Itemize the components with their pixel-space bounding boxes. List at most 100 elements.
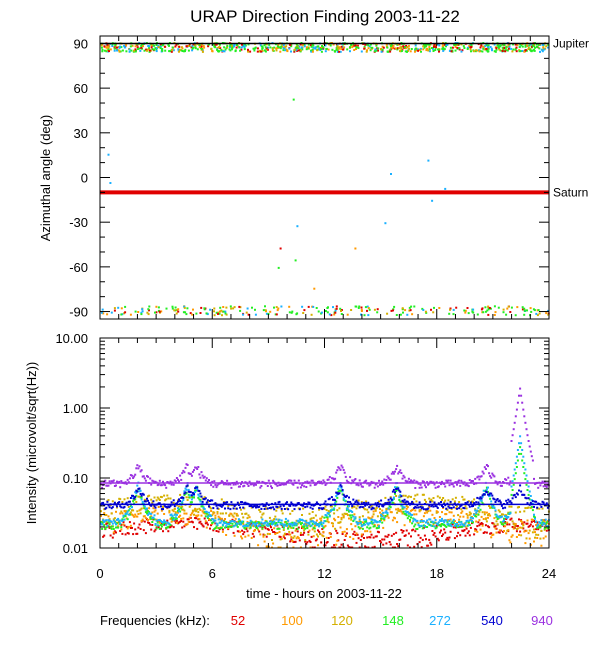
bottom-data-point-940 — [281, 483, 284, 486]
top-data-point — [282, 44, 285, 47]
bottom-data-point-120 — [188, 505, 191, 508]
top-points — [100, 42, 550, 317]
top-data-point — [138, 47, 141, 50]
top-data-point — [303, 45, 306, 48]
bottom-data-point-940 — [120, 480, 123, 483]
bottom-data-point-52 — [214, 522, 217, 525]
bottom-data-point-100 — [329, 535, 332, 538]
bottom-data-point-100 — [371, 515, 374, 518]
bottom-data-point-940 — [392, 472, 395, 475]
bottom-data-point-540 — [110, 507, 113, 510]
bottom-data-point-940 — [510, 440, 513, 442]
bottom-data-point-540 — [480, 497, 483, 500]
bottom-data-point-272 — [541, 524, 544, 527]
bottom-data-point-540 — [297, 502, 300, 504]
bottom-data-point-940 — [278, 484, 281, 487]
bottom-data-point-120 — [389, 496, 392, 499]
bottom-data-point-52 — [492, 522, 495, 525]
top-data-point — [371, 46, 374, 49]
bottom-data-point-100 — [147, 519, 149, 521]
top-data-point — [242, 45, 245, 48]
bottom-data-point-52 — [406, 544, 409, 547]
bottom-data-point-272 — [343, 499, 346, 502]
top-data-point — [541, 50, 544, 53]
bottom-data-point-540 — [516, 493, 519, 496]
bottom-data-point-940 — [509, 480, 512, 483]
bottom-data-point-52 — [110, 525, 113, 528]
top-data-point — [503, 47, 506, 49]
bottom-data-point-540 — [315, 501, 318, 504]
top-data-point — [376, 311, 379, 314]
bottom-data-point-100 — [474, 529, 477, 532]
top-data-point — [469, 48, 472, 51]
bottom-data-point-540 — [236, 501, 239, 504]
bottom-data-point-120 — [339, 521, 342, 524]
bottom-data-point-52 — [422, 526, 425, 529]
bottom-data-point-120 — [288, 530, 291, 533]
top-data-point — [274, 313, 277, 316]
top-data-point — [146, 311, 149, 314]
bottom-data-point-540 — [141, 492, 144, 495]
top-data-point — [258, 50, 261, 53]
bottom-data-point-940 — [261, 480, 264, 483]
top-data-point — [262, 309, 265, 312]
top-data-point — [261, 47, 264, 49]
bottom-data-point-540 — [542, 501, 545, 504]
bottom-data-point-148 — [512, 483, 515, 486]
bottom-data-point-540 — [370, 508, 373, 511]
bottom-data-point-940 — [419, 483, 422, 486]
bottom-data-point-940 — [189, 472, 192, 475]
bottom-data-point-272 — [172, 518, 175, 521]
top-data-point — [385, 43, 388, 46]
top-data-point — [493, 50, 496, 53]
top-data-point — [446, 43, 449, 46]
bottom-data-point-148 — [333, 508, 336, 511]
top-data-point — [481, 50, 484, 53]
bottom-data-point-540 — [203, 498, 206, 501]
bottom-data-point-100 — [386, 514, 389, 517]
bottom-data-point-540 — [485, 491, 488, 494]
bottom-data-point-100 — [122, 523, 125, 526]
top-data-point — [161, 48, 164, 50]
bottom-data-point-52 — [386, 535, 389, 538]
bottom-data-point-272 — [247, 524, 250, 527]
top-data-point — [171, 307, 174, 310]
top-y-tick-label: 90 — [74, 36, 88, 51]
bottom-data-point-272 — [139, 489, 142, 492]
bottom-data-point-540 — [525, 497, 528, 500]
bottom-data-point-52 — [111, 536, 114, 539]
bottom-data-point-940 — [174, 480, 177, 483]
top-data-point — [275, 47, 278, 50]
bottom-data-point-52 — [324, 544, 327, 547]
bottom-data-point-120 — [313, 530, 316, 533]
bottom-data-point-940 — [400, 472, 403, 474]
bottom-data-point-540 — [233, 505, 236, 507]
bottom-data-point-100 — [482, 518, 485, 520]
bottom-data-point-120 — [173, 507, 176, 510]
top-data-point — [547, 43, 550, 46]
bottom-data-point-148 — [467, 521, 470, 524]
bottom-data-point-148 — [127, 509, 130, 512]
bottom-data-point-272 — [312, 521, 315, 523]
bottom-data-point-540 — [134, 495, 137, 498]
bottom-data-point-940 — [143, 477, 146, 480]
bottom-data-point-940 — [484, 468, 487, 470]
bottom-data-point-272 — [535, 520, 538, 523]
bottom-data-point-272 — [322, 522, 325, 525]
bottom-data-point-148 — [107, 521, 110, 524]
top-data-point — [116, 46, 118, 49]
bottom-data-point-540 — [214, 502, 217, 505]
bottom-data-point-540 — [464, 502, 467, 504]
bottom-data-point-272 — [444, 519, 447, 522]
bottom-data-point-540 — [250, 505, 253, 507]
bottom-data-point-52 — [526, 522, 529, 525]
bottom-data-point-272 — [260, 521, 263, 524]
bottom-data-point-272 — [518, 442, 520, 445]
bottom-data-point-540 — [328, 497, 331, 500]
bottom-data-point-540 — [181, 496, 184, 499]
bottom-data-point-120 — [541, 507, 544, 510]
top-data-point — [155, 44, 158, 46]
bottom-data-point-148 — [229, 522, 232, 525]
bottom-data-point-120 — [197, 511, 200, 514]
bottom-data-point-52 — [201, 524, 204, 527]
